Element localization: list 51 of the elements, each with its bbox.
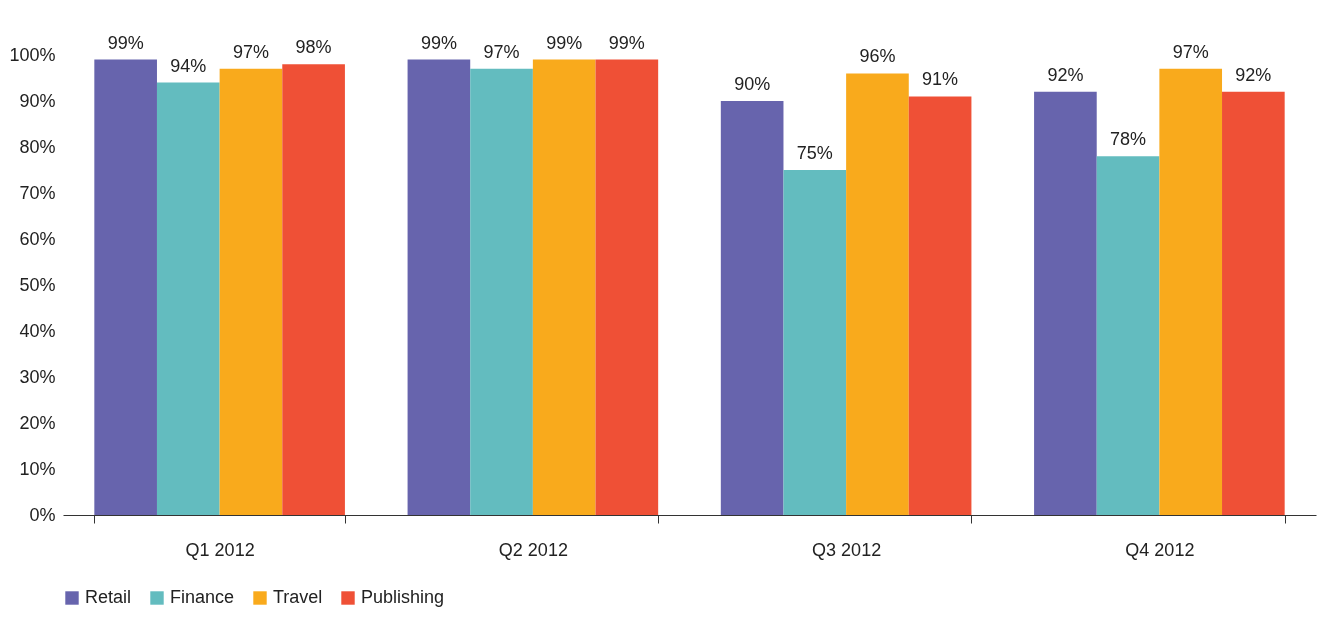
y-tick-label: 90% [19, 90, 56, 111]
data-label: 75% [796, 143, 833, 163]
data-label: 92% [1047, 64, 1084, 85]
data-label: 99% [608, 32, 645, 53]
legend-label: Retail [85, 587, 132, 607]
bar [1034, 91, 1097, 515]
y-tick-label: 30% [19, 366, 56, 387]
data-label: 97% [483, 41, 520, 62]
data-label: 99% [546, 32, 583, 53]
data-label: 94% [170, 55, 207, 76]
bar [595, 59, 659, 515]
bar [470, 68, 533, 515]
x-tick-label: Q2 2012 [498, 539, 568, 560]
y-tick-label: 40% [19, 320, 56, 341]
data-label: 97% [232, 41, 269, 62]
data-label: 98% [295, 37, 332, 58]
y-tick-label: 80% [19, 136, 56, 157]
y-tick-label: 50% [19, 274, 56, 295]
bar [783, 170, 847, 515]
y-tick-label: 70% [19, 182, 56, 203]
data-label: 96% [859, 46, 896, 67]
y-tick-label: 60% [19, 228, 56, 249]
x-tick-label: Q4 2012 [1125, 539, 1195, 560]
data-label: 91% [922, 69, 959, 90]
bar [282, 64, 345, 515]
x-tick-label: Q3 2012 [812, 539, 882, 560]
data-label: 92% [1235, 64, 1272, 85]
data-label: 78% [1110, 129, 1147, 150]
bar [156, 82, 220, 515]
legend-label: Publishing [361, 587, 445, 607]
bar [532, 59, 596, 515]
bar [219, 68, 283, 515]
data-label: 90% [734, 74, 771, 94]
bar [1222, 91, 1285, 515]
bar [407, 59, 471, 515]
y-tick-label: 100% [9, 44, 56, 65]
data-label: 99% [420, 32, 457, 53]
bar [720, 101, 784, 515]
x-tick-label: Q1 2012 [185, 539, 255, 560]
bar [1159, 68, 1223, 515]
y-tick-label: 20% [19, 412, 56, 433]
bar [1096, 156, 1160, 515]
data-label: 97% [1172, 41, 1209, 62]
y-tick-label: 0% [29, 504, 56, 525]
bar [94, 59, 157, 515]
legend-label: Travel [273, 587, 323, 607]
y-tick-label: 10% [19, 458, 56, 479]
legend-label: Finance [170, 587, 235, 607]
bar [846, 73, 909, 515]
bar [908, 96, 972, 515]
data-label: 99% [107, 32, 144, 53]
